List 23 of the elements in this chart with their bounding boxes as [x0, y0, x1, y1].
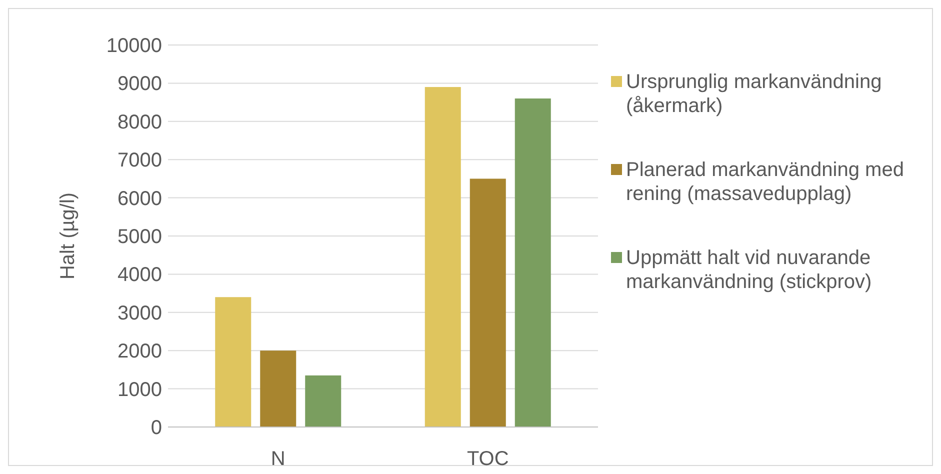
bar [470, 178, 506, 427]
y-axis-title: Halt (µg/l) [57, 192, 79, 280]
y-tick-label: 9000 [118, 73, 162, 96]
bar [215, 297, 252, 427]
y-tick-label: 7000 [118, 150, 162, 172]
y-tick-label: 3000 [118, 302, 162, 324]
y-tick-label: 0 [150, 417, 162, 439]
y-tick-label: 6000 [118, 188, 162, 210]
legend-label: Ursprunglig markanvändning (åkermark) [626, 71, 882, 117]
bar [514, 98, 551, 427]
legend-label: Planerad markanvändning med rening (massavedupplag) [626, 159, 904, 205]
y-tick-label: 8000 [118, 111, 162, 134]
y-tick-label: 5000 [118, 226, 162, 248]
y-tick-label: 10000 [106, 35, 162, 57]
legend-label: Uppmätt halt vid nuvarande markanvändning (stickprov) [626, 247, 872, 293]
y-tick-label: 4000 [118, 264, 162, 286]
y-tick-label: 1000 [118, 378, 162, 401]
bar [424, 87, 461, 427]
x-tick-label: N [270, 448, 286, 470]
bar [260, 350, 296, 427]
x-tick-label: TOC [466, 448, 509, 470]
bar [305, 375, 342, 427]
y-tick-label: 2000 [118, 340, 162, 363]
